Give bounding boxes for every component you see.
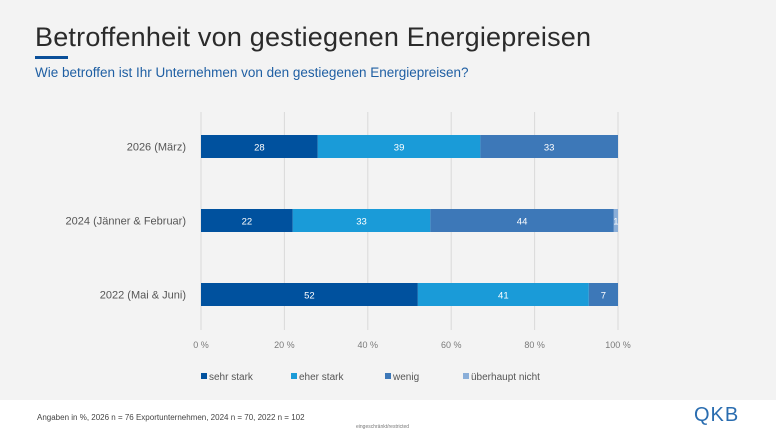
sample-note: Angaben in %, 2026 n = 76 Exportunterneh…: [37, 413, 305, 422]
data-label: 39: [394, 143, 405, 154]
data-label: 22: [242, 217, 253, 228]
x-tick-label: 80 %: [524, 340, 545, 350]
data-label: 52: [304, 291, 315, 302]
stacked-bar-chart: 0 % 20 % 40 % 60 % 80 % 100 % 2026 (März) 28 39 3…: [66, 112, 631, 383]
footer: [0, 400, 776, 436]
bar-segment: [201, 135, 318, 158]
data-label: 28: [254, 143, 265, 154]
data-label: 7: [601, 291, 606, 302]
legend-label: wenig: [392, 372, 419, 383]
bar-segment: [317, 135, 481, 158]
category-label: 2024 (Jänner & Februar): [66, 216, 186, 228]
classification-label: eingeschränkt/restricted: [356, 424, 410, 430]
legend-swatch: [385, 373, 391, 379]
title-underline: [35, 56, 68, 59]
data-label: 33: [544, 143, 555, 154]
x-tick-label: 60 %: [441, 340, 462, 350]
x-tick-label: 100 %: [605, 340, 631, 350]
page-subtitle: Wie betroffen ist Ihr Unternehmen von de…: [35, 65, 469, 80]
legend-label: überhaupt nicht: [471, 372, 540, 383]
bar-segment: [201, 283, 418, 306]
data-label: 33: [356, 217, 367, 228]
data-label: 41: [498, 291, 509, 302]
bar-segment: [588, 283, 618, 306]
x-tick-label: 20 %: [274, 340, 295, 350]
x-tick-label: 40 %: [358, 340, 379, 350]
bar-segment: [480, 135, 618, 158]
bar-segment: [292, 209, 431, 232]
bar-segment: [201, 209, 293, 232]
data-label: 1: [613, 217, 618, 228]
legend-swatch: [463, 373, 469, 379]
legend-label: eher stark: [299, 372, 344, 383]
oekb-logo: QKB: [694, 404, 740, 426]
category-label: 2022 (Mai & Juni): [100, 290, 186, 302]
bar-segment: [430, 209, 614, 232]
x-tick-label: 0 %: [193, 340, 209, 350]
legend-label: sehr stark: [209, 372, 254, 383]
page-title: Betroffenheit von gestiegenen Energiepre…: [35, 22, 592, 52]
bar-segment: [613, 209, 618, 232]
legend-swatch: [291, 373, 297, 379]
data-label: 44: [517, 217, 528, 228]
category-label: 2026 (März): [127, 142, 186, 154]
legend-swatch: [201, 373, 207, 379]
bar-segment: [417, 283, 589, 306]
